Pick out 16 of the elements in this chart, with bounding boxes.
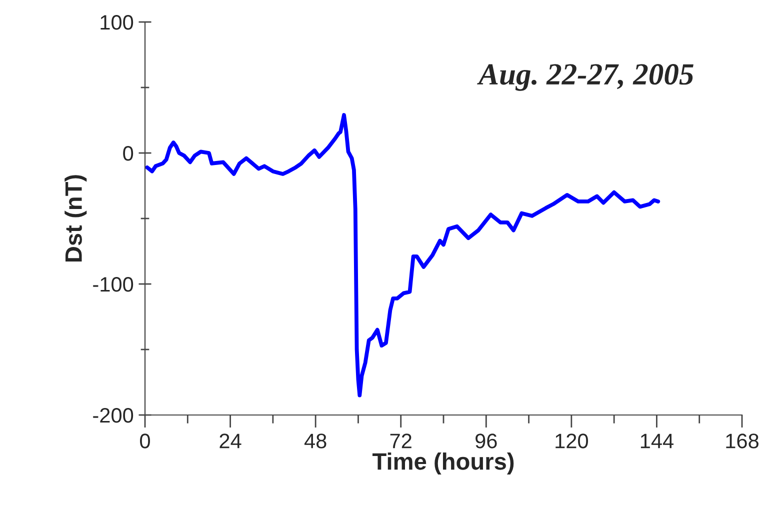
x-axis-title: Time (hours) [372,452,514,474]
x-tick-label: 120 [556,434,588,448]
y-tick-label: 100 [100,15,134,30]
line-series [145,113,660,398]
y-tick-label: 0 [123,146,134,161]
x-tick-label: 48 [304,434,326,448]
y-tick-label: -200 [93,408,134,423]
y-tick-label: -100 [93,277,134,292]
y-axis-title: Dst (nT) [64,175,87,262]
x-tick-label: 168 [726,434,758,448]
x-tick-label: 0 [140,434,150,448]
annotation: Aug. 22-27, 2005 [477,64,694,91]
x-tick-label: 144 [640,434,674,448]
x-tick-label: 24 [220,434,242,448]
x-tick-label: 72 [390,434,412,448]
x-tick-label: 96 [476,434,497,448]
